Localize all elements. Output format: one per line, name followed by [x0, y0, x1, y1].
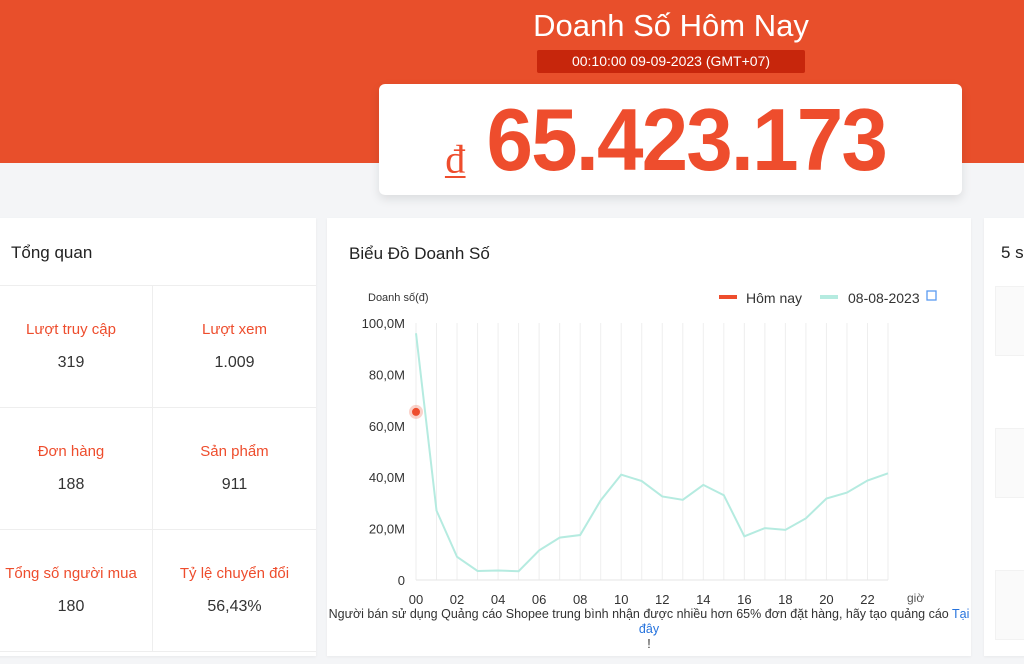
- metric-value: 56,43%: [207, 598, 262, 615]
- metric-label: Sản phẩm: [200, 443, 269, 460]
- x-tick-label: 00: [409, 592, 423, 607]
- metric-1: Lượt xem 1.009: [153, 286, 316, 408]
- legend-label-today: Hôm nay: [746, 290, 802, 306]
- top-products-card: 5 s: [984, 218, 1024, 656]
- y-tick-label: 100,0M: [362, 316, 405, 331]
- total-sales-value: 65.423.173: [486, 90, 887, 189]
- total-sales-box: ₫ 65.423.173: [379, 84, 962, 195]
- metric-label: Tổng số người mua: [5, 565, 137, 582]
- metric-value: 180: [57, 598, 85, 615]
- y-tick-label: 20,0M: [369, 522, 405, 537]
- metric-value: 1.009: [214, 354, 255, 371]
- x-tick-label: 18: [778, 592, 792, 607]
- chart-card: Biểu Đồ Doanh Số 0 20,0M 40,0M 60,0M 80,0M 10…: [327, 218, 971, 656]
- metric-label: Tỷ lệ chuyển đổi: [179, 565, 290, 582]
- metric-2: Đơn hàng 188: [0, 408, 153, 530]
- metric-label: Đơn hàng: [37, 443, 105, 460]
- page-title: Doanh Số Hôm Nay: [533, 8, 809, 43]
- x-tick-label: 02: [450, 592, 464, 607]
- x-axis-label: giờ: [907, 591, 924, 605]
- metric-label: Lượt xem: [202, 321, 267, 338]
- ad-link[interactable]: Tại đây: [638, 607, 970, 636]
- timestamp-badge: 00:10:00 09-09-2023 (GMT+07): [537, 50, 805, 73]
- chart-title: Biểu Đồ Doanh Số: [349, 244, 490, 263]
- metric-value: 319: [57, 354, 85, 371]
- y-tick-label: 60,0M: [369, 419, 405, 434]
- x-tick-label: 10: [614, 592, 628, 607]
- metric-value: 188: [57, 476, 85, 493]
- metric-0: Lượt truy cập 319: [0, 286, 153, 408]
- product-placeholder: [995, 286, 1024, 356]
- x-tick-label: 16: [737, 592, 751, 607]
- x-tick-label: 14: [696, 592, 710, 607]
- y-tick-label: 80,0M: [369, 367, 405, 382]
- metric-5: Tỷ lệ chuyển đổi 56,43%: [153, 530, 316, 652]
- product-placeholder: [995, 428, 1024, 498]
- calendar-icon[interactable]: [926, 290, 937, 301]
- legend-label-compare: 08-08-2023: [848, 290, 920, 306]
- currency-symbol: ₫: [445, 137, 466, 183]
- x-tick-label: 08: [573, 592, 587, 607]
- product-placeholder: [995, 570, 1024, 640]
- series-line-08-08-2023: [415, 333, 889, 573]
- x-tick-label: 22: [860, 592, 874, 607]
- x-tick-label: 06: [532, 592, 546, 607]
- x-tick-label: 12: [655, 592, 669, 607]
- top-products-title: 5 s: [1001, 243, 1024, 262]
- overview-card: Tổng quan Lượt truy cập 319 Lượt xem 1.009 Đ…: [0, 218, 316, 656]
- y-tick-label: 40,0M: [369, 470, 405, 485]
- legend-swatch-compare: [820, 295, 838, 299]
- x-tick-label: 04: [491, 592, 505, 607]
- metric-label: Lượt truy cập: [26, 321, 116, 338]
- metric-value: 911: [221, 476, 248, 493]
- legend-swatch-today: [719, 295, 737, 299]
- overview-title: Tổng quan: [11, 243, 93, 262]
- sales-chart: 0 20,0M 40,0M 60,0M 80,0M 100,0M 00 02 04 06 08 10 1…: [362, 290, 937, 607]
- metric-4: Tổng số người mua 180: [0, 530, 153, 652]
- y-tick-label: 0: [398, 573, 405, 588]
- metric-3: Sản phẩm 911: [153, 408, 316, 530]
- y-axis-label: Doanh số(đ): [368, 292, 429, 304]
- ad-note: Người bán sử dụng Quảng cáo Shopee trung…: [328, 607, 970, 651]
- today-point: [412, 407, 420, 416]
- x-tick-label: 20: [819, 592, 833, 607]
